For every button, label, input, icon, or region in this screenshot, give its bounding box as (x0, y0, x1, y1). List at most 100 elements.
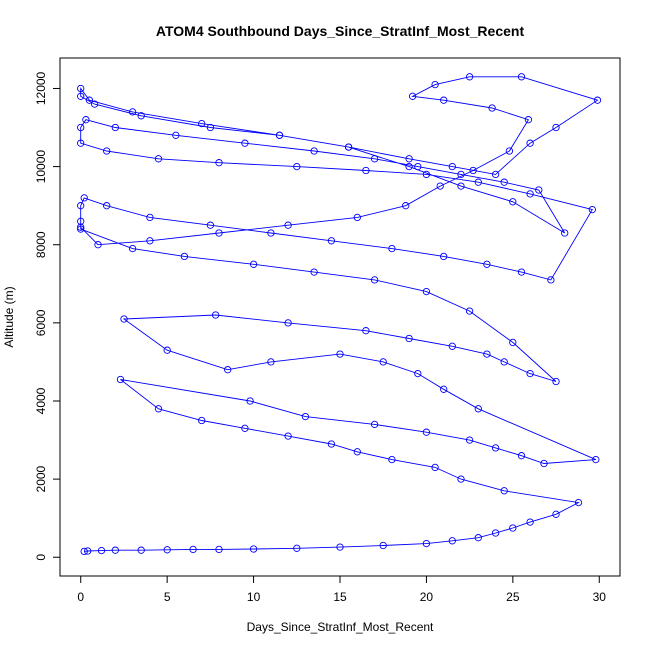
data-point (457, 170, 465, 179)
data-point (103, 202, 111, 210)
data-point (163, 546, 171, 554)
data-point (440, 252, 448, 261)
data-point (80, 194, 88, 202)
data-point (379, 358, 387, 366)
data-point (154, 155, 163, 163)
data-point (500, 178, 508, 186)
data-point (267, 229, 275, 237)
data-point (440, 96, 448, 104)
data-point (457, 475, 465, 483)
data-point (509, 338, 517, 347)
data-point (362, 327, 370, 335)
data-point (517, 268, 526, 276)
data-point (483, 260, 491, 268)
data-point (405, 162, 413, 171)
data-point (353, 213, 361, 222)
data-point (284, 432, 292, 440)
data-point (422, 539, 431, 548)
data-point (474, 405, 482, 413)
x-tick-label: 30 (593, 590, 607, 604)
data-point (388, 244, 396, 253)
data-point (77, 217, 85, 225)
data-point (422, 287, 431, 296)
data-point (180, 252, 189, 261)
data-point (293, 162, 301, 171)
data-point (301, 412, 310, 421)
y-tick-label: 12000 (34, 71, 48, 105)
data-point (457, 182, 465, 190)
data-point (246, 397, 254, 405)
plot-frame (59, 57, 621, 577)
data-point (414, 369, 422, 378)
data-point (517, 452, 526, 460)
data-point (82, 116, 90, 124)
data-point (249, 260, 258, 268)
data-point (111, 123, 119, 132)
data-point (465, 436, 474, 444)
data-point (146, 213, 154, 222)
data-point (509, 524, 517, 532)
data-point (388, 455, 396, 464)
data-point (94, 241, 102, 249)
data-point (327, 440, 336, 448)
data-point (215, 229, 223, 237)
data-point (336, 543, 344, 551)
data-point (77, 123, 85, 132)
data-point (505, 147, 514, 155)
data-point (80, 547, 88, 556)
series-line (80, 76, 599, 552)
x-tick-label: 10 (247, 590, 261, 604)
data-point (440, 385, 448, 393)
data-point (592, 455, 600, 464)
data-point (128, 108, 137, 116)
data-point (469, 166, 477, 175)
data-point (344, 143, 353, 151)
data-point (284, 319, 292, 327)
data-point (431, 80, 439, 89)
data-point (561, 229, 569, 237)
data-point (422, 428, 431, 436)
data-point (77, 202, 85, 210)
data-point (402, 202, 410, 210)
y-axis-label: Altitude (m) (2, 286, 16, 347)
data-point (137, 546, 145, 554)
data-point (206, 123, 215, 132)
data-point (128, 244, 137, 253)
data-point (211, 311, 220, 319)
data-point (408, 92, 417, 100)
data-point (310, 268, 318, 276)
data-point (198, 119, 206, 128)
data-point (111, 546, 119, 554)
data-point (405, 155, 413, 163)
x-tick-label: 0 (77, 590, 84, 604)
x-tick-label: 20 (420, 590, 434, 604)
x-tick-label: 5 (164, 590, 171, 604)
data-point (448, 342, 456, 350)
y-axis: 0 2000 4000 6000 8000 10000 12000 (34, 71, 61, 561)
data-point (77, 225, 85, 233)
data-point (526, 369, 534, 378)
data-point (593, 96, 602, 104)
data-point (172, 131, 180, 139)
data-point (465, 73, 474, 81)
x-axis-label: Days_Since_StratInf_Most_Recent (247, 620, 434, 634)
data-point (524, 116, 533, 124)
data-point (448, 537, 456, 545)
data-point (370, 276, 379, 284)
data-point (552, 510, 560, 518)
data-point (526, 518, 534, 526)
data-point (431, 463, 439, 472)
data-point (85, 96, 94, 104)
data-point (97, 546, 106, 555)
data-point (483, 350, 491, 358)
data-point (241, 424, 249, 432)
data-point (491, 170, 500, 179)
x-tick-label: 25 (506, 590, 520, 604)
data-point (224, 366, 232, 374)
data-point (491, 529, 500, 537)
data-point (436, 182, 444, 190)
y-tick-label: 6000 (34, 309, 48, 336)
data-point (552, 123, 560, 132)
data-point (77, 223, 85, 231)
